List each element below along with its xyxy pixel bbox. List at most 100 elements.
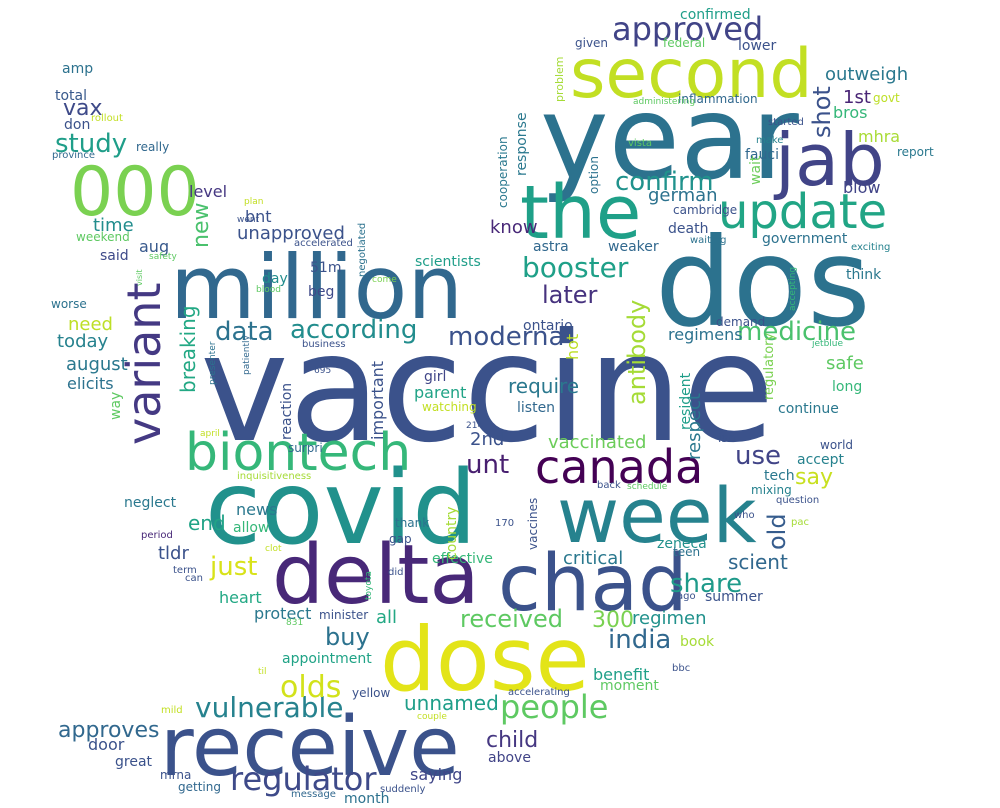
word-yellow: yellow: [352, 686, 390, 700]
word-federal: federal: [663, 36, 705, 50]
word-need: need: [68, 314, 113, 335]
word-child: child: [486, 728, 538, 753]
word-world: world: [820, 438, 853, 452]
word-who: who: [734, 510, 755, 521]
word-long: long: [832, 379, 862, 395]
word-use: use: [735, 441, 781, 471]
word-2nd: 2nd: [470, 429, 504, 450]
word-effective: effective: [432, 551, 493, 567]
word-problem: problem: [553, 56, 566, 102]
word-1st: 1st: [843, 87, 871, 108]
word-toyota: toyota: [364, 571, 374, 600]
word-approved: approved: [612, 10, 763, 48]
word-waiting: waiting: [690, 235, 726, 246]
word-india: india: [608, 625, 671, 655]
word-moment: moment: [600, 678, 659, 694]
word-above: above: [488, 750, 531, 766]
word-today: today: [57, 331, 109, 352]
word-given: given: [575, 36, 608, 50]
word-allow: allow: [233, 520, 269, 536]
word-option: option: [587, 156, 601, 194]
word-vista: vista: [628, 138, 652, 149]
word-end: end: [188, 511, 226, 535]
word-heart: heart: [219, 588, 262, 607]
word-all: all: [376, 607, 397, 628]
word-weekend: weekend: [76, 230, 130, 244]
word-received: received: [460, 605, 563, 633]
word-administering: administering: [633, 97, 695, 107]
word-170: 170: [495, 518, 514, 529]
word-bbc: bbc: [672, 663, 690, 674]
word-outweigh: outweigh: [825, 64, 908, 85]
word-come: come: [372, 275, 397, 285]
word-think: think: [846, 267, 882, 283]
word-mhra: mhra: [858, 127, 900, 146]
word-parent: parent: [414, 383, 466, 402]
word-biontech: biontech: [185, 423, 411, 483]
word-schedule: schedule: [627, 482, 668, 492]
word-update: update: [718, 184, 887, 240]
word-dose: dose: [380, 608, 590, 711]
word-reaction: reaction: [279, 383, 295, 440]
word-vulnerable: vulnerable: [195, 691, 344, 724]
word-safety: safety: [149, 252, 177, 262]
word-govt: govt: [873, 91, 900, 105]
word-teen: teen: [673, 545, 700, 559]
word-protect: protect: [254, 604, 311, 623]
word-patiently: patiently: [242, 334, 252, 375]
word-rollout: rollout: [91, 113, 123, 124]
word-government: government: [762, 231, 848, 247]
word-tldr: tldr: [158, 543, 189, 564]
word-report: report: [897, 145, 934, 159]
word-total: total: [55, 88, 87, 104]
word-scientists: scientists: [415, 254, 481, 270]
word-old: old: [763, 513, 791, 550]
word-million: million: [170, 236, 463, 339]
word-neglect: neglect: [124, 495, 177, 511]
word-dos: dos: [655, 212, 871, 354]
word-presenter: presenter: [208, 341, 218, 385]
word-fauci: fauci: [745, 147, 779, 163]
word-tech: tech: [764, 468, 795, 484]
word-moderna: moderna: [448, 322, 564, 352]
word-study: study: [55, 129, 127, 159]
word-term: term: [173, 565, 197, 576]
word-695: 695: [314, 366, 331, 376]
word-exciting: exciting: [851, 242, 890, 253]
word-aug: aug: [139, 237, 169, 256]
word-negotiated: negotiated: [357, 223, 368, 277]
word-300: 300: [592, 608, 634, 633]
word-zeneca: zeneca: [657, 536, 707, 552]
word-minister: minister: [319, 608, 368, 622]
word-book: book: [680, 634, 715, 650]
word-blow: blow: [843, 178, 880, 197]
word-breaking: breaking: [176, 305, 200, 393]
word-receive: receive: [160, 700, 460, 795]
word-vaccine: vaccine: [200, 302, 775, 476]
word-surpri: surpri: [288, 441, 323, 455]
word-canada: canada: [535, 440, 703, 494]
word-mild: mild: [161, 705, 183, 716]
word-jab: jab: [773, 118, 885, 202]
word-back: back: [597, 480, 621, 491]
word-vax: vax: [63, 96, 103, 121]
word-variant: variant: [117, 283, 171, 445]
word-couple: couple: [417, 712, 447, 722]
word-respect: respect: [684, 393, 705, 460]
word-pac: pac: [791, 517, 809, 528]
word-unnamed: unnamed: [404, 691, 499, 715]
word-later: later: [542, 281, 598, 309]
word-214: 214: [466, 421, 483, 431]
word-people: people: [500, 688, 608, 726]
word-vaccines: vaccines: [526, 498, 540, 550]
word-critical: critical: [563, 548, 623, 569]
word-antibody: antibody: [623, 300, 651, 405]
word-level: level: [189, 182, 227, 201]
word-know: know: [490, 217, 538, 238]
word-elicits: elicits: [67, 374, 114, 393]
word-said: said: [100, 248, 129, 264]
word-booster: booster: [522, 251, 629, 284]
word-plan: plan: [244, 197, 263, 207]
word-appointment: appointment: [282, 651, 372, 667]
word-country: country: [444, 506, 460, 560]
